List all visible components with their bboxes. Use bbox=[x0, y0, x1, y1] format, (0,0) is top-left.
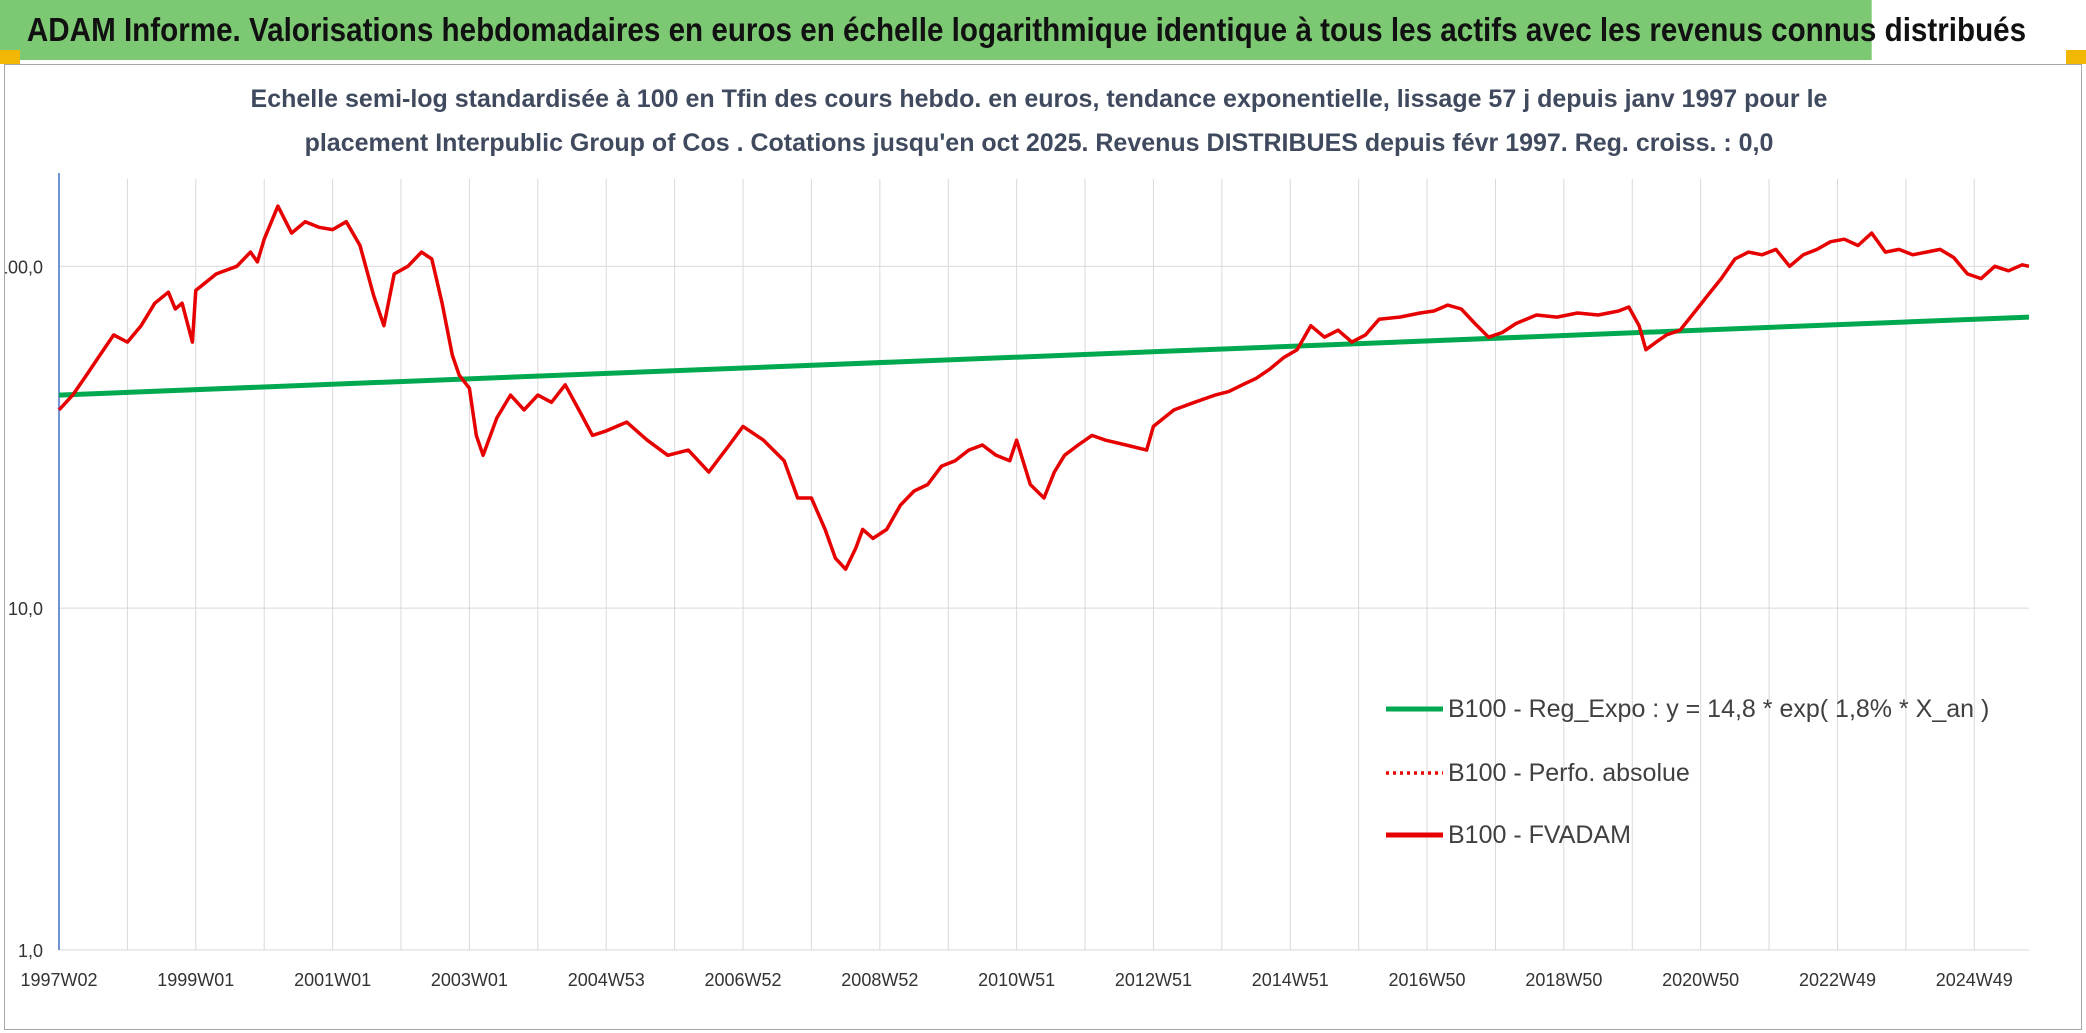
series-lines bbox=[57, 204, 2030, 571]
x-tick-label: 1999W01 bbox=[157, 970, 234, 990]
axes: 1,0 10,0 100,0 1997W02 1999W01 2001W01 2003W01… bbox=[5, 173, 2013, 990]
x-tick-label: 2006W52 bbox=[704, 970, 781, 990]
report-banner-title: ADAM Informe. Valorisations hebdomadaire… bbox=[0, 0, 2026, 60]
x-tick-label: 2016W50 bbox=[1389, 970, 1466, 990]
x-tick-label: 2010W51 bbox=[978, 970, 1055, 990]
regression-line bbox=[58, 314, 2030, 398]
semi-log-chart: Echelle semi-log standardisée à 100 en T… bbox=[5, 85, 2030, 990]
chart-title-line-2: placement Interpublic Group of Cos . Cot… bbox=[305, 129, 1774, 157]
y-tick-label: 100,0 bbox=[5, 257, 43, 277]
gridlines bbox=[59, 179, 2029, 951]
x-tick-label: 2020W50 bbox=[1662, 970, 1739, 990]
x-tick-label: 2008W52 bbox=[841, 970, 918, 990]
x-tick-label: 1997W02 bbox=[20, 970, 97, 990]
x-tick-label: 2022W49 bbox=[1799, 970, 1876, 990]
x-tick-label: 2003W01 bbox=[431, 970, 508, 990]
x-tick-label: 2012W51 bbox=[1115, 970, 1192, 990]
legend: B100 - Reg_Expo : y = 14,8 * exp( 1,8% *… bbox=[1386, 695, 1989, 849]
x-tick-label: 2004W53 bbox=[568, 970, 645, 990]
fvadam-line bbox=[57, 204, 2030, 571]
banner-corner-marker-left bbox=[0, 50, 20, 64]
legend-label-regression: B100 - Reg_Expo : y = 14,8 * exp( 1,8% *… bbox=[1448, 695, 1989, 723]
chart-title-line-1: Echelle semi-log standardisée à 100 en T… bbox=[251, 85, 1828, 113]
legend-label-perfo: B100 - Perfo. absolue bbox=[1448, 759, 1690, 787]
chart-area: Echelle semi-log standardisée à 100 en T… bbox=[4, 64, 2082, 1030]
x-tick-label: 2001W01 bbox=[294, 970, 371, 990]
x-tick-label: 2024W49 bbox=[1936, 970, 2013, 990]
x-tick-label: 2018W50 bbox=[1525, 970, 1602, 990]
banner-corner-marker-right bbox=[2066, 50, 2086, 64]
y-tick-label: 10,0 bbox=[8, 599, 43, 619]
x-tick-label: 2014W51 bbox=[1252, 970, 1329, 990]
y-tick-label: 1,0 bbox=[18, 941, 43, 961]
legend-label-fvadam: B100 - FVADAM bbox=[1448, 821, 1631, 849]
